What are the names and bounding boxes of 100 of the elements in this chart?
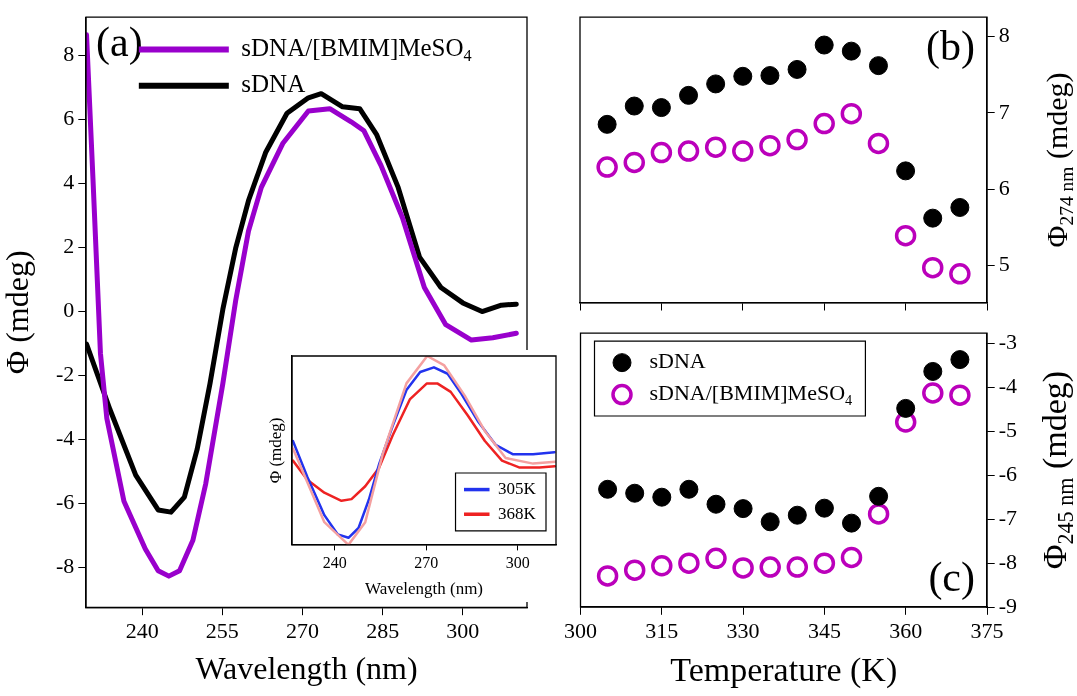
point [677,140,700,162]
point [896,161,916,181]
y-axis-title: Φ245 nm (mdeg) [1035,370,1077,570]
point [894,224,917,247]
y-tick-label: -8 [998,548,1018,574]
x-axis-title: Temperature (K) [670,650,898,689]
annotation: (b) [926,22,976,70]
point [923,208,943,228]
point [760,66,780,86]
y-tick-label: 4 [63,169,75,195]
point [625,483,645,503]
point [949,384,971,406]
x-tick-label: 300 [446,618,480,644]
point [814,498,834,518]
point [922,382,944,404]
annotation: (c) [928,553,976,601]
point [650,141,673,164]
y-tick-label: 7 [998,98,1010,124]
point [840,102,863,125]
point [869,486,889,506]
y-axis-title: Φ274 nm (mdeg) [1039,72,1077,248]
point [732,140,754,162]
y-tick-label: -4 [998,373,1018,399]
y-tick-label: -6 [55,489,75,515]
x-tick-label: 345 [807,617,841,643]
point [706,494,726,514]
point [732,557,754,579]
point [598,479,618,499]
point [733,66,753,86]
point [759,134,781,157]
y-tick-label: 5 [998,251,1010,277]
point [896,398,916,418]
point [867,132,890,155]
point [840,546,863,569]
point [652,487,672,507]
x-tick-label: 375 [970,617,1004,643]
y-tick-label: -7 [998,504,1018,530]
y-tick-label: -4 [55,425,75,451]
point [814,35,834,55]
legend-label: sDNA [241,70,306,98]
x-tick-label: 285 [366,618,400,644]
x-tick-label: 330 [726,617,760,643]
y-axis-title: Φ (mdeg) [0,250,35,375]
x-tick-label: 240 [125,618,159,644]
x-tick-label: 360 [889,617,923,643]
y-tick-label: -6 [998,460,1018,486]
x-axis-title: Wavelength (nm) [195,650,418,687]
point [950,197,970,217]
y-tick-label: 2 [63,233,75,259]
point [704,136,727,158]
y-tick-label: -9 [998,592,1018,618]
point [596,565,619,587]
x-tick-label: 255 [205,618,239,644]
y-tick-label: 0 [63,297,75,323]
point [921,256,944,279]
y-tick-label: 8 [63,41,75,67]
point [596,156,618,178]
y-tick-label: 6 [998,174,1010,200]
point [651,555,673,577]
point [706,74,726,94]
point [842,513,861,533]
point [841,41,861,61]
point [813,112,835,135]
point [679,85,699,105]
point [759,556,781,578]
legend-label: 368K [498,503,537,523]
point [733,499,753,519]
point [786,128,808,151]
x-tick-label: 315 [645,617,679,643]
x-axis-title: Wavelength (nm) [364,579,484,599]
point [623,559,646,581]
y-tick-label: -3 [998,329,1018,355]
x-tick-label: 300 [564,617,597,643]
y-tick-label: 6 [63,105,75,131]
y-tick-label: -5 [998,417,1018,443]
x-tick-label: 240 [322,554,347,572]
annotation: (a) [96,18,143,66]
point [760,512,780,532]
point [867,503,890,525]
point [624,96,644,116]
point [597,114,617,134]
point [949,263,971,285]
y-tick-label: -2 [55,361,75,387]
point [651,98,671,118]
point [786,556,809,578]
point [923,361,943,381]
legend-label: 305K [498,479,537,499]
point [868,56,888,76]
y-axis-title: Φ (mdeg) [265,417,285,484]
y-tick-label: 8 [998,22,1010,48]
point [813,552,836,574]
legend-label: sDNA [649,348,706,374]
x-tick-label: 270 [285,618,319,644]
x-tick-label: 270 [414,554,439,572]
point [950,350,970,370]
point [623,151,646,174]
point [679,479,699,499]
point [705,547,727,570]
y-tick-label: -8 [55,553,75,579]
point [787,505,807,525]
